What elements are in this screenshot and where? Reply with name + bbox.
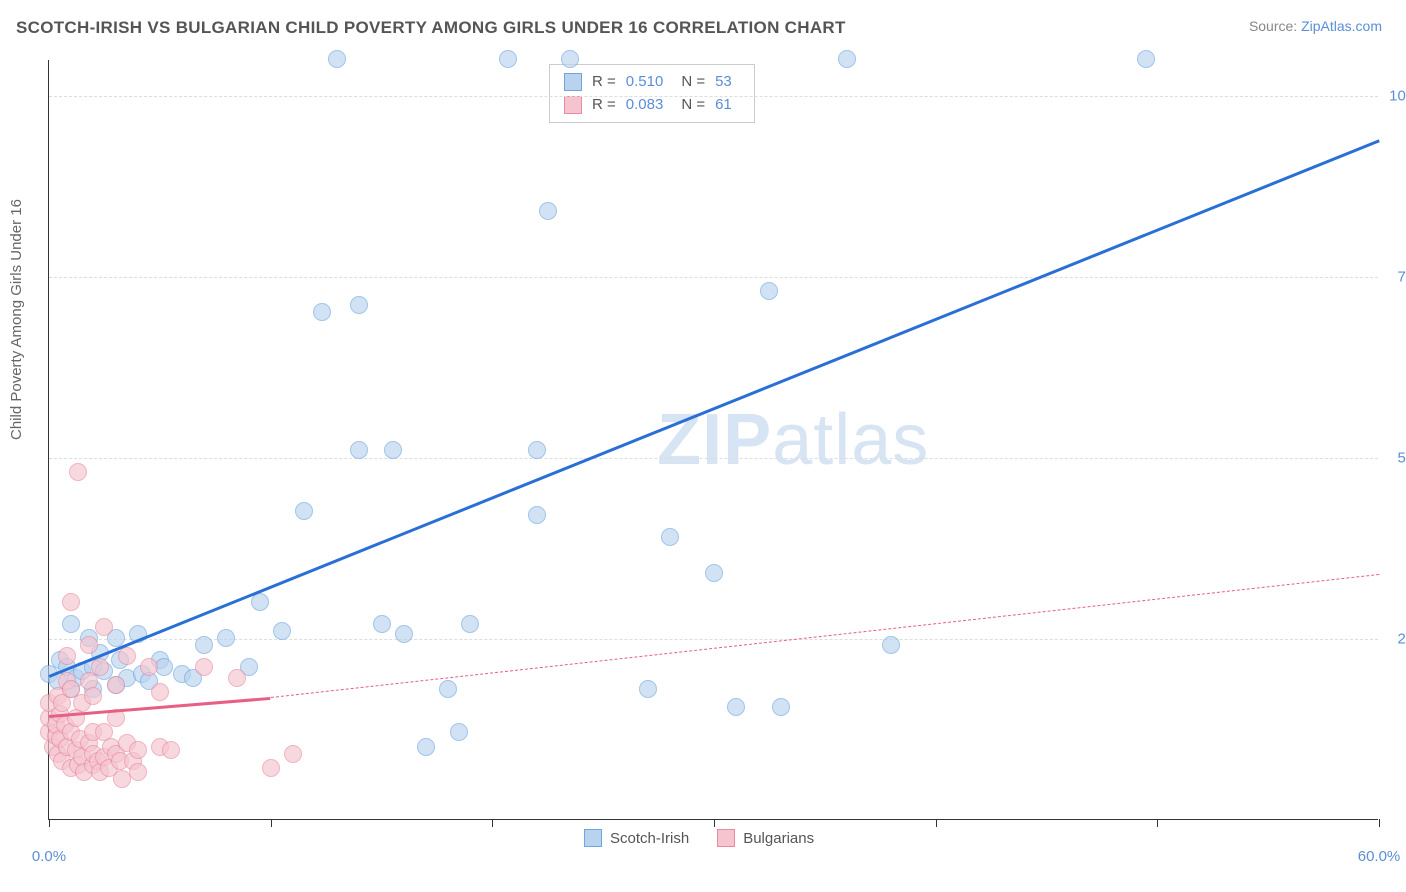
data-point <box>151 683 169 701</box>
data-point <box>217 629 235 647</box>
data-point <box>129 741 147 759</box>
correlation-legend: R = 0.510N = 53R = 0.083N = 61 <box>549 64 755 123</box>
data-point <box>760 282 778 300</box>
data-point <box>772 698 790 716</box>
data-point <box>69 463 87 481</box>
gridline <box>49 639 1378 640</box>
source-link[interactable]: ZipAtlas.com <box>1301 18 1382 34</box>
data-point <box>499 50 517 68</box>
data-point <box>84 687 102 705</box>
gridline <box>49 277 1378 278</box>
data-point <box>107 676 125 694</box>
gridline <box>49 96 1378 97</box>
data-point <box>561 50 579 68</box>
x-tick <box>49 819 50 827</box>
data-point <box>350 296 368 314</box>
legend-swatch <box>717 829 735 847</box>
data-point <box>395 625 413 643</box>
data-point <box>162 741 180 759</box>
x-tick-label: 60.0% <box>1358 848 1401 865</box>
y-tick-label: 100.0% <box>1389 88 1406 105</box>
data-point <box>528 506 546 524</box>
data-point <box>129 763 147 781</box>
legend-item: Bulgarians <box>717 829 814 847</box>
data-point <box>461 615 479 633</box>
legend-swatch <box>564 73 582 91</box>
gridline <box>49 458 1378 459</box>
data-point <box>80 636 98 654</box>
data-point <box>528 441 546 459</box>
data-point <box>284 745 302 763</box>
data-point <box>539 202 557 220</box>
x-tick <box>271 819 272 827</box>
data-point <box>328 50 346 68</box>
data-point <box>727 698 745 716</box>
data-point <box>350 441 368 459</box>
legend-swatch <box>584 829 602 847</box>
data-point <box>262 759 280 777</box>
data-point <box>450 723 468 741</box>
watermark: ZIPatlas <box>657 399 929 481</box>
x-tick <box>492 819 493 827</box>
y-tick-label: 75.0% <box>1397 269 1406 286</box>
legend-item: Scotch-Irish <box>584 829 689 847</box>
data-point <box>91 658 109 676</box>
data-point <box>273 622 291 640</box>
x-tick <box>1379 819 1380 827</box>
data-point <box>313 303 331 321</box>
x-tick-label: 0.0% <box>32 848 66 865</box>
chart-title: SCOTCH-IRISH VS BULGARIAN CHILD POVERTY … <box>16 18 846 38</box>
legend-label: Scotch-Irish <box>610 830 689 847</box>
y-tick-label: 25.0% <box>1397 631 1406 648</box>
x-tick <box>1157 819 1158 827</box>
series-legend: Scotch-Irish Bulgarians <box>584 829 814 847</box>
data-point <box>140 658 158 676</box>
source-attribution: Source: ZipAtlas.com <box>1249 18 1382 34</box>
data-point <box>118 647 136 665</box>
data-point <box>384 441 402 459</box>
data-point <box>58 647 76 665</box>
scatter-chart: ZIPatlas R = 0.510N = 53R = 0.083N = 61 … <box>48 60 1378 820</box>
y-axis-label: Child Poverty Among Girls Under 16 <box>8 199 25 440</box>
data-point <box>639 680 657 698</box>
x-tick <box>714 819 715 827</box>
data-point <box>882 636 900 654</box>
data-point <box>705 564 723 582</box>
legend-label: Bulgarians <box>743 830 814 847</box>
x-tick <box>936 819 937 827</box>
data-point <box>195 658 213 676</box>
data-point <box>439 680 457 698</box>
data-point <box>295 502 313 520</box>
data-point <box>251 593 269 611</box>
data-point <box>417 738 435 756</box>
data-point <box>661 528 679 546</box>
legend-swatch <box>564 96 582 114</box>
y-tick-label: 50.0% <box>1397 450 1406 467</box>
legend-row: R = 0.510N = 53 <box>564 71 740 94</box>
data-point <box>228 669 246 687</box>
data-point <box>95 618 113 636</box>
data-point <box>62 593 80 611</box>
data-point <box>1137 50 1155 68</box>
data-point <box>373 615 391 633</box>
data-point <box>62 615 80 633</box>
data-point <box>155 658 173 676</box>
data-point <box>838 50 856 68</box>
data-point <box>195 636 213 654</box>
trend-line <box>271 574 1379 698</box>
